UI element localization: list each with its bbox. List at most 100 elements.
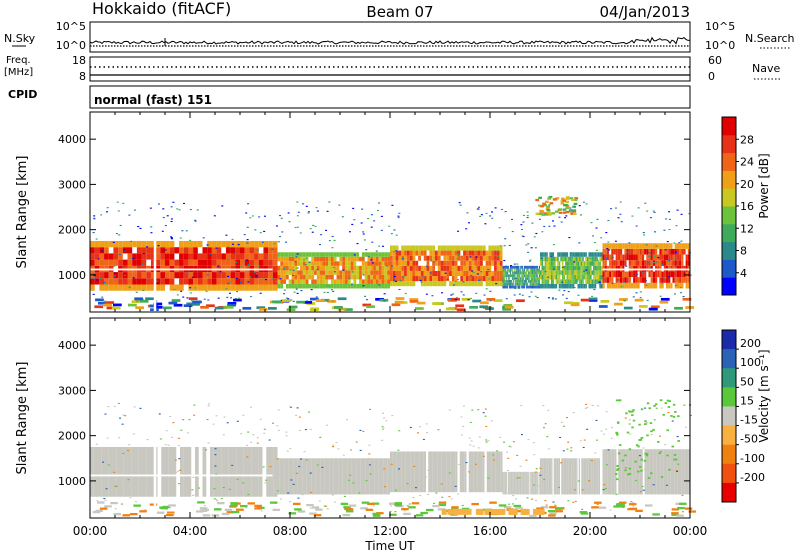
power-cell — [206, 304, 215, 308]
power-cell — [477, 276, 480, 282]
power-cell — [593, 274, 595, 280]
power-cell — [534, 271, 536, 275]
power-cell — [328, 240, 331, 242]
velocity-cell — [559, 436, 562, 439]
velocity-cell — [555, 458, 557, 495]
power-cell — [422, 276, 425, 278]
power-cell — [454, 255, 458, 261]
velocity-cell — [93, 446, 98, 497]
power-cell — [566, 256, 569, 262]
power-cell — [590, 283, 592, 289]
power-cell — [238, 297, 241, 299]
power-cell — [423, 281, 427, 287]
power-cell — [582, 252, 584, 257]
power-cell — [676, 254, 680, 261]
power-cell — [283, 289, 286, 291]
velocity-cell — [371, 464, 374, 466]
power-cell — [518, 277, 520, 280]
power-cell — [622, 254, 625, 261]
velocity-cell — [617, 502, 625, 506]
velocity-cell — [470, 440, 473, 442]
power-cell — [325, 229, 328, 231]
power-cell — [404, 255, 407, 261]
power-cell — [529, 271, 531, 275]
power-cell — [566, 261, 569, 266]
velocity-cell — [591, 458, 593, 495]
power-cell — [233, 252, 236, 254]
velocity-cell — [305, 459, 308, 461]
power-cell — [304, 263, 307, 266]
power-cell — [617, 254, 620, 261]
velocity-cell — [175, 471, 178, 474]
velocity-cell — [531, 471, 532, 495]
colorbar-tick-label: 20 — [740, 178, 754, 191]
power-cell — [515, 282, 517, 286]
power-cell — [507, 274, 509, 278]
power-cell — [480, 260, 483, 266]
velocity-cell — [419, 494, 422, 497]
velocity-cell — [555, 510, 563, 513]
power-cell — [474, 260, 478, 266]
power-cell — [449, 255, 452, 261]
power-cell — [514, 282, 516, 286]
power-cell — [546, 261, 548, 266]
power-cell — [384, 261, 388, 266]
power-cell — [602, 254, 605, 261]
velocity-cell — [493, 457, 496, 460]
power-cell — [415, 260, 419, 266]
power-cell — [189, 209, 192, 211]
nsky-trace — [89, 36, 691, 47]
velocity-cell — [639, 449, 641, 495]
power-cell — [105, 211, 108, 213]
power-cell — [538, 268, 540, 272]
power-cell — [541, 283, 544, 289]
velocity-cell — [679, 449, 682, 495]
power-cell — [426, 270, 430, 277]
power-cell — [558, 261, 561, 266]
power-cell — [186, 272, 189, 274]
power-cell — [157, 245, 160, 247]
power-cell — [446, 276, 450, 282]
velocity-cell — [448, 468, 451, 470]
power-cell — [440, 281, 444, 287]
power-cell — [366, 305, 375, 309]
power-cell — [534, 285, 536, 289]
power-cell — [412, 281, 416, 287]
power-cell — [420, 270, 424, 277]
power-cell — [432, 245, 435, 251]
power-cell — [227, 302, 237, 305]
power-cell — [600, 265, 603, 271]
velocity-cell — [484, 415, 487, 417]
power-cell — [437, 270, 441, 277]
power-cell — [268, 247, 273, 254]
velocity-cell — [489, 451, 492, 493]
power-cell — [572, 252, 575, 257]
power-cell — [482, 245, 486, 251]
power-cell — [432, 281, 435, 287]
power-cell — [586, 261, 589, 266]
power-cell — [294, 270, 298, 275]
power-cell — [104, 247, 109, 254]
velocity-cell — [289, 501, 292, 503]
velocity-cell — [298, 416, 301, 418]
power-cell — [568, 256, 570, 262]
power-cell — [456, 258, 459, 260]
power-cell — [460, 276, 464, 282]
power-cell — [272, 272, 278, 279]
power-cell — [361, 256, 365, 262]
velocity-cell — [444, 473, 447, 475]
velocity-cell — [430, 451, 433, 493]
power-cell — [457, 281, 461, 287]
power-cell — [235, 272, 240, 279]
power-cell — [330, 289, 333, 291]
power-cell — [668, 254, 671, 261]
power-cell — [576, 280, 579, 282]
power-cell — [92, 277, 95, 279]
power-cell — [325, 274, 329, 280]
power-cell — [211, 259, 217, 266]
power-cell — [351, 271, 354, 273]
velocity-cell — [284, 458, 287, 495]
power-cell — [380, 229, 383, 231]
power-cell — [322, 252, 326, 257]
power-cell — [419, 279, 422, 281]
